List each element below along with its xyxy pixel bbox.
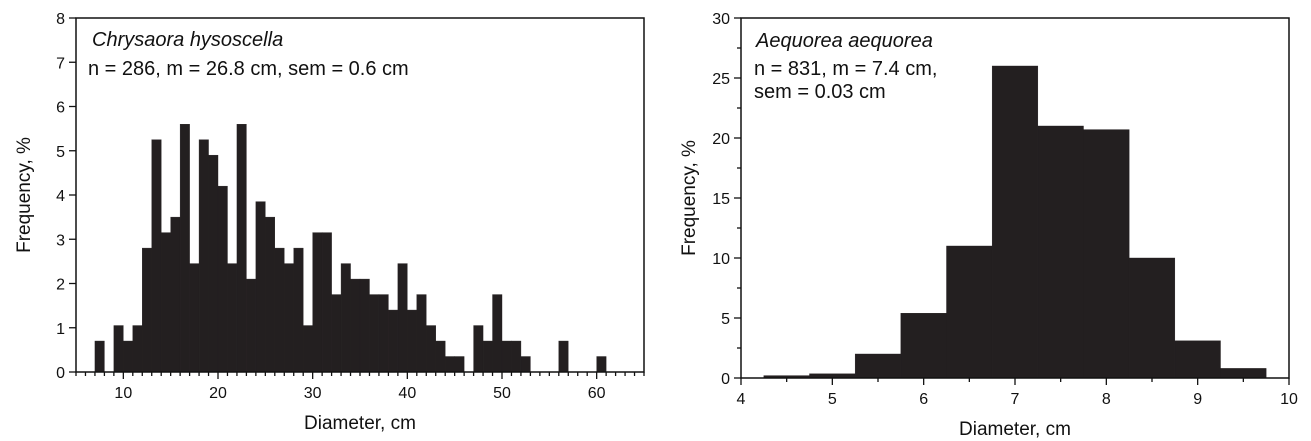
chrysaora-bar xyxy=(312,232,323,373)
aequorea-y-tick-label: 10 xyxy=(712,251,730,268)
chrysaora-bar xyxy=(359,278,370,373)
aequorea-y-tick-label: 25 xyxy=(712,71,730,88)
chrysaora-bar xyxy=(369,294,380,373)
chrysaora-bar xyxy=(473,325,484,373)
chrysaora-bar xyxy=(454,356,465,373)
aequorea-bar xyxy=(854,353,902,379)
chrysaora-y-tick-label: 6 xyxy=(56,100,65,117)
chrysaora-y-tick-label: 1 xyxy=(56,321,65,338)
chrysaora-bar xyxy=(179,123,190,373)
chrysaora-bar xyxy=(331,294,342,373)
chrysaora-y-tick-label: 7 xyxy=(56,55,65,72)
chrysaora-bar xyxy=(321,232,332,373)
chrysaora-histogram-panel: 10 20 30 40 50 60 0 1 2 3 4 5 6 7 8 Diameter, cm Frequen… xyxy=(14,11,645,434)
chrysaora-bar xyxy=(265,216,276,373)
chrysaora-bar xyxy=(388,309,399,373)
aequorea-x-tick-label: 4 xyxy=(737,391,746,408)
aequorea-x-tick-label: 5 xyxy=(828,391,837,408)
chrysaora-bar xyxy=(397,263,408,373)
aequorea-y-tick-label: 0 xyxy=(721,371,730,388)
chrysaora-x-tick-label: 30 xyxy=(304,385,322,402)
aequorea-x-tick-label: 8 xyxy=(1102,391,1111,408)
chrysaora-y-tick-label: 2 xyxy=(56,277,65,294)
chrysaora-bar xyxy=(208,154,219,373)
chrysaora-bar xyxy=(198,139,209,373)
chrysaora-y-tick-label: 8 xyxy=(56,11,65,28)
aequorea-x-tick-label: 6 xyxy=(919,391,928,408)
chrysaora-bar xyxy=(284,263,294,373)
chrysaora-bar xyxy=(558,340,569,373)
aequorea-x-tick-label: 9 xyxy=(1193,391,1202,408)
chrysaora-bar xyxy=(160,232,171,373)
chrysaora-bar xyxy=(123,340,134,373)
chrysaora-bar xyxy=(94,340,105,373)
aequorea-bar xyxy=(1174,340,1221,379)
chrysaora-x-tick-label: 40 xyxy=(398,385,416,402)
chrysaora-bar xyxy=(407,309,418,373)
chrysaora-bar xyxy=(151,139,162,373)
chrysaora-bar xyxy=(501,340,512,373)
aequorea-stats-line: sem = 0.03 cm xyxy=(754,81,886,103)
chrysaora-bar xyxy=(482,340,493,373)
chrysaora-y-tick-label: 0 xyxy=(56,365,65,382)
chrysaora-x-tick-label: 50 xyxy=(493,385,511,402)
aequorea-bar xyxy=(991,65,1039,379)
aequorea-bar xyxy=(946,245,993,379)
aequorea-species-title: Aequorea aequorea xyxy=(755,30,933,52)
chrysaora-bar xyxy=(170,216,181,373)
chrysaora-species-title: Chrysaora hysoscella xyxy=(92,29,283,51)
aequorea-y-axis-label: Frequency, % xyxy=(679,140,700,256)
chrysaora-bar xyxy=(236,123,247,373)
chrysaora-bar xyxy=(445,356,455,373)
chrysaora-y-axis-label: Frequency, % xyxy=(14,137,35,253)
chrysaora-y-tick-label: 5 xyxy=(56,144,65,161)
chrysaora-bar xyxy=(340,263,351,373)
chrysaora-bar xyxy=(511,340,522,373)
aequorea-bar xyxy=(1037,125,1084,379)
chrysaora-bar xyxy=(416,294,427,373)
chrysaora-bar xyxy=(274,247,285,373)
chrysaora-bar xyxy=(435,340,446,373)
aequorea-bar xyxy=(900,313,947,379)
chrysaora-bar xyxy=(227,263,238,373)
aequorea-bar xyxy=(1220,368,1267,379)
aequorea-y-tick-label: 5 xyxy=(721,311,730,328)
chrysaora-bar xyxy=(350,278,361,373)
aequorea-x-tick-label: 7 xyxy=(1011,391,1020,408)
chrysaora-bar xyxy=(113,325,124,373)
chrysaora-bar xyxy=(520,356,531,373)
chrysaora-bar xyxy=(217,185,228,373)
chrysaora-bar xyxy=(189,263,200,373)
chrysaora-bar xyxy=(246,278,257,373)
chrysaora-x-tick-label: 20 xyxy=(209,385,227,402)
chrysaora-bar xyxy=(426,325,436,373)
chrysaora-bar xyxy=(303,325,313,373)
aequorea-stats-line: n = 831, m = 7.4 cm, xyxy=(754,58,937,80)
chrysaora-bar xyxy=(492,294,503,373)
chrysaora-stats-line: n = 286, m = 26.8 cm, sem = 0.6 cm xyxy=(88,58,409,80)
chrysaora-bar xyxy=(293,247,304,373)
chrysaora-bar xyxy=(596,356,607,373)
aequorea-x-axis-label: Diameter, cm xyxy=(959,419,1071,440)
aequorea-y-tick-label: 30 xyxy=(712,11,730,28)
aequorea-histogram-panel: 4 5 6 7 8 9 10 0 5 10 15 20 25 30 Diameter, cm Frequenc… xyxy=(679,11,1298,440)
chrysaora-x-axis-label: Diameter, cm xyxy=(304,413,416,434)
chrysaora-y-tick-label: 4 xyxy=(56,188,65,205)
chrysaora-bar xyxy=(132,325,143,373)
chrysaora-x-tick-label: 60 xyxy=(588,385,606,402)
chrysaora-bar xyxy=(142,247,152,373)
aequorea-bar xyxy=(1128,257,1176,379)
chrysaora-x-tick-label: 10 xyxy=(114,385,132,402)
aequorea-bar xyxy=(1083,129,1130,379)
chrysaora-bar xyxy=(255,201,266,373)
chrysaora-bar xyxy=(378,294,389,373)
aequorea-x-tick-label: 10 xyxy=(1280,391,1298,408)
aequorea-y-tick-label: 15 xyxy=(712,191,730,208)
chrysaora-y-tick-label: 3 xyxy=(56,232,65,249)
aequorea-y-tick-label: 20 xyxy=(712,131,730,148)
